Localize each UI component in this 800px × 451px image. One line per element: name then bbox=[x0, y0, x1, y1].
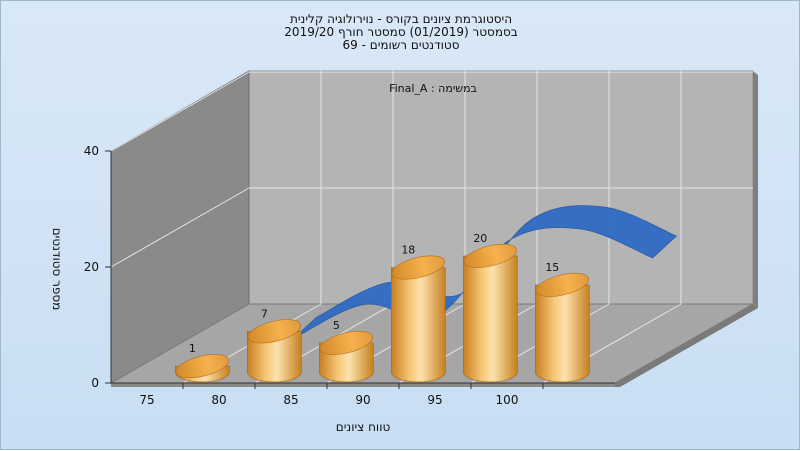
grid-line-side-1 bbox=[110, 187, 250, 268]
chart-title-line-2: בסמסטר (01/2019) סמסטר חורף 2019/20 bbox=[284, 25, 518, 39]
bar-value-label: 5 bbox=[333, 319, 340, 332]
x-tick-label-85: 85 bbox=[283, 393, 298, 407]
bar-body bbox=[463, 255, 518, 383]
x-tick-label-95: 95 bbox=[427, 393, 442, 407]
bar-body bbox=[391, 267, 446, 383]
bar-value-label: 20 bbox=[473, 232, 487, 245]
bar-102.5: 15 bbox=[535, 261, 590, 383]
bar-value-label: 1 bbox=[189, 342, 196, 355]
y-axis-title: מספר סטודנטים bbox=[50, 228, 64, 311]
chart-annotation: Final_A : במשימה bbox=[389, 82, 477, 95]
grid-line-side-2 bbox=[110, 71, 250, 152]
bar-97.5: 20 bbox=[463, 232, 518, 383]
bar-cap bbox=[175, 354, 229, 379]
bar-series: 1 7 5 18 20 15 bbox=[175, 232, 590, 383]
bar-87.5: 5 bbox=[319, 319, 374, 383]
bar-cap bbox=[463, 243, 517, 268]
bar-value-label: 15 bbox=[545, 261, 559, 274]
floor-front-edge bbox=[111, 383, 615, 387]
y-tick-label-20: 20 bbox=[84, 260, 99, 274]
bar-92.5: 18 bbox=[391, 244, 446, 383]
bar-cap bbox=[247, 319, 301, 344]
y-tick-label-40: 40 bbox=[84, 144, 99, 158]
bar-value-label: 18 bbox=[401, 244, 415, 257]
bar-cap bbox=[391, 255, 445, 280]
floor-right-edge bbox=[615, 304, 758, 387]
chart-title-line-3: סטודנטים רשומים - 69 bbox=[342, 38, 460, 52]
bar-cap bbox=[535, 272, 589, 297]
back-wall-right-edge bbox=[753, 71, 758, 308]
chart-title-line-1: היסטוגרמת ציונים בקורס - נוירולוגיה קלינ… bbox=[289, 12, 513, 26]
y-tick-label-0: 0 bbox=[91, 376, 99, 390]
x-tick-label-90: 90 bbox=[355, 393, 370, 407]
bar-value-label: 7 bbox=[261, 307, 268, 320]
x-axis-title: טווח ציונים bbox=[336, 420, 391, 434]
x-tick-label-75: 75 bbox=[139, 393, 154, 407]
x-tick-label-80: 80 bbox=[211, 393, 226, 407]
bar-body bbox=[247, 331, 302, 383]
bar-body bbox=[535, 284, 590, 383]
x-tick-label-100: 100 bbox=[496, 393, 519, 407]
bar-cap bbox=[319, 330, 373, 355]
bar-82.5: 7 bbox=[247, 307, 302, 383]
bar-77.5: 1 bbox=[175, 342, 230, 383]
